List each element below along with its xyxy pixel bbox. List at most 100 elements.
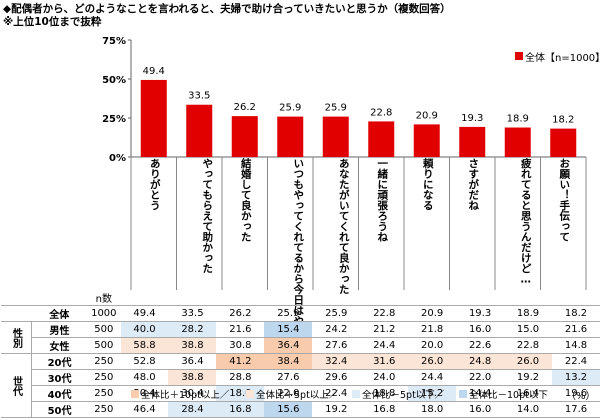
table-cell: 33.5 xyxy=(168,305,217,322)
table-cell: 49.4 xyxy=(120,305,169,322)
bar xyxy=(322,116,349,157)
table-cell: 46.4 xyxy=(120,401,169,418)
table-cell: 19.2 xyxy=(504,369,552,386)
table-cell: 52.8 xyxy=(120,353,169,370)
chart-subtitle: ※上位10位まで抜粋 xyxy=(3,16,102,28)
table-cell: 38.8 xyxy=(168,369,217,386)
bar xyxy=(413,124,440,157)
table-cell: 19.3 xyxy=(456,305,505,322)
bar xyxy=(277,116,304,157)
data-label: 33.5 xyxy=(188,91,210,102)
bar xyxy=(186,104,213,157)
table-cell: 38.4 xyxy=(264,353,313,370)
table-cell: 18.2 xyxy=(551,305,600,322)
y-tick-label: 75% xyxy=(102,36,126,47)
row-label: 50代 xyxy=(31,401,88,418)
data-label: 25.9 xyxy=(279,103,301,114)
row-label: 30代 xyxy=(31,369,88,386)
table-cell: 30.8 xyxy=(216,337,265,354)
legend-text: 全体比＋5pt以上／ xyxy=(256,390,339,401)
bar xyxy=(459,126,486,157)
row-n: 500 xyxy=(87,337,121,354)
row-label: 20代 xyxy=(31,353,88,370)
table-cell: 48.0 xyxy=(120,369,169,386)
y-tick-label: 0% xyxy=(109,153,126,164)
category-label: さすがだね xyxy=(467,158,480,211)
table-cell: 15.4 xyxy=(264,321,313,338)
table-cell: 24.0 xyxy=(360,369,409,386)
table-cell: 16.0 xyxy=(456,401,505,418)
table-cell: 26.2 xyxy=(216,305,265,322)
table-cell: 16.8 xyxy=(360,401,409,418)
y-tick-label: 25% xyxy=(102,114,126,125)
table-cell: 40.0 xyxy=(120,321,169,338)
bar xyxy=(231,116,258,157)
legend-swatch xyxy=(246,390,254,398)
table-cell: 22.0 xyxy=(456,369,505,386)
legend-text: 全体比＋10pt以上／ xyxy=(141,390,230,401)
legend-swatch xyxy=(515,52,523,60)
category-label: やってもらえて助かった xyxy=(201,158,214,274)
row-n: 250 xyxy=(87,385,121,402)
table-cell: 19.2 xyxy=(312,401,361,418)
table-cell: 36.4 xyxy=(168,353,217,370)
table-cell: 26.0 xyxy=(408,353,457,370)
table-cell: 24.4 xyxy=(408,369,457,386)
table-cell: 38.8 xyxy=(168,337,217,354)
table-cell: 28.2 xyxy=(168,321,217,338)
table-cell: 20.9 xyxy=(408,305,457,322)
table-cell: 24.2 xyxy=(312,321,361,338)
legend-item-dn10: 全体比－10pt以下 xyxy=(459,387,548,401)
table-row: 性別 男性 500 40.0 28.2 21.6 15.4 24.2 21.2 21.8 16.0 1… xyxy=(1,321,600,354)
table-cell: 16.0 xyxy=(456,321,505,338)
table-cell: 16.8 xyxy=(216,401,265,418)
table-cell: 27.6 xyxy=(264,369,313,386)
table-cell: 27.6 xyxy=(312,337,361,354)
legend-item-up10: 全体比＋10pt以上／ xyxy=(131,387,229,401)
table-cell: 21.2 xyxy=(360,321,409,338)
table-cell: 14.0 xyxy=(504,401,552,418)
table-cell: 21.8 xyxy=(408,321,457,338)
legend-item-up5: 全体比＋5pt以上／ xyxy=(246,387,338,401)
category-label: 一緒に頑張ろうね xyxy=(376,158,389,242)
row-n: 1000 xyxy=(87,305,121,322)
chart-title: ◆配偶者から、どのようなことを言われると、夫婦で助け合っていきたいと思うか（複数… xyxy=(3,3,451,15)
legend-label: 全体【n=1000】 xyxy=(525,53,600,64)
data-label: 18.9 xyxy=(507,114,529,125)
data-label: 20.9 xyxy=(416,110,438,121)
table-cell: 58.8 xyxy=(120,337,169,354)
data-label: 18.2 xyxy=(552,115,574,126)
table-cell: 13.2 xyxy=(551,369,600,386)
table-cell: 15.0 xyxy=(504,321,552,338)
table-row: 女性 500 58.8 38.8 30.8 36.4 27.6 24.4 20.0 22.6 22.… xyxy=(1,337,600,354)
table-cell: 22.6 xyxy=(456,337,505,354)
row-n: 250 xyxy=(87,369,121,386)
category-label: あなたがいてくれて良かった xyxy=(337,158,350,295)
category-label: ありがとう xyxy=(148,158,161,211)
table-cell: 25.9 xyxy=(264,305,313,322)
row-label: 全体 xyxy=(31,305,88,322)
row-label: 40代 xyxy=(31,385,88,402)
legend-swatch xyxy=(459,390,467,398)
bar xyxy=(504,127,531,157)
row-n: 250 xyxy=(87,353,121,370)
table-cell: 24.4 xyxy=(360,337,409,354)
legend-swatch xyxy=(352,390,360,398)
table-cell: 14.8 xyxy=(551,337,600,354)
table-cell: 22.8 xyxy=(360,305,409,322)
bar xyxy=(368,121,395,157)
data-label: 26.2 xyxy=(234,102,256,113)
table-cell: 24.8 xyxy=(456,353,505,370)
y-tick-label: 50% xyxy=(102,75,126,86)
unit-label: （%） xyxy=(566,391,596,402)
bar-chart: 0% 25% 50% 75% 49.4 33.5 26.2 25.9 25.9 22.8 20.9 1… xyxy=(102,36,587,290)
table-cell: 36.4 xyxy=(264,337,313,354)
legend-text: 全体比－5pt以下／ xyxy=(362,390,445,401)
category-label: 疲れてると思うんだけど… xyxy=(519,158,532,286)
table-cell: 22.4 xyxy=(551,353,600,370)
table-cell: 18.0 xyxy=(408,401,457,418)
category-label: お願い！手伝って xyxy=(558,158,571,242)
row-n: 500 xyxy=(87,321,121,338)
table-cell: 26.0 xyxy=(504,353,552,370)
category-label: いつもやってくれてるから今日はやるよ xyxy=(292,158,305,347)
